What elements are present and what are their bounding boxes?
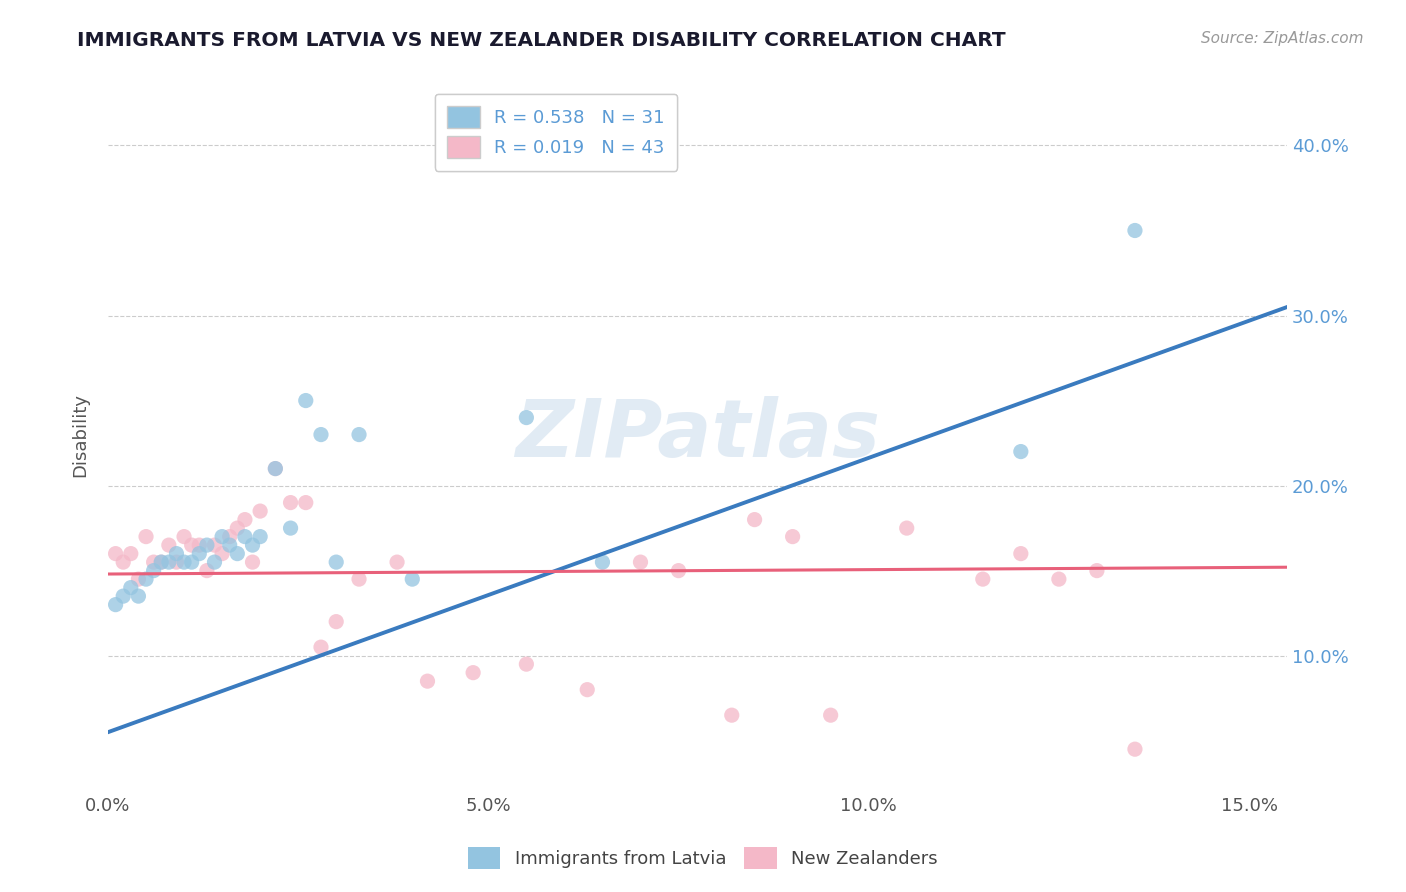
Point	[668, 564, 690, 578]
Point	[188, 547, 211, 561]
Point	[1123, 742, 1146, 756]
Point	[195, 564, 218, 578]
Point	[972, 572, 994, 586]
Point	[294, 393, 316, 408]
Point	[226, 547, 249, 561]
Point	[211, 530, 233, 544]
Point	[249, 530, 271, 544]
Point	[142, 555, 165, 569]
Point	[309, 640, 332, 655]
Point	[576, 682, 599, 697]
Point	[347, 572, 370, 586]
Point	[104, 598, 127, 612]
Point	[264, 461, 287, 475]
Point	[325, 555, 347, 569]
Point	[820, 708, 842, 723]
Point	[309, 427, 332, 442]
Point	[591, 555, 613, 569]
Point	[280, 495, 302, 509]
Point	[463, 665, 485, 680]
Point	[188, 538, 211, 552]
Point	[1085, 564, 1108, 578]
Point	[226, 521, 249, 535]
Point	[135, 572, 157, 586]
Point	[166, 547, 188, 561]
Point	[120, 547, 142, 561]
Point	[242, 555, 264, 569]
Point	[385, 555, 408, 569]
Point	[150, 555, 173, 569]
Point	[515, 657, 537, 672]
Point	[120, 581, 142, 595]
Point	[896, 521, 918, 535]
Point	[180, 555, 202, 569]
Point	[416, 674, 439, 689]
Point	[264, 461, 287, 475]
Point	[112, 555, 135, 569]
Point	[401, 572, 423, 586]
Point	[720, 708, 742, 723]
Point	[233, 513, 256, 527]
Point	[218, 530, 240, 544]
Point	[150, 555, 173, 569]
Point	[204, 538, 226, 552]
Point	[195, 538, 218, 552]
Text: ZIPatlas: ZIPatlas	[515, 395, 880, 474]
Point	[127, 589, 149, 603]
Point	[1010, 547, 1032, 561]
Point	[782, 530, 804, 544]
Point	[127, 572, 149, 586]
Y-axis label: Disability: Disability	[72, 392, 89, 476]
Point	[112, 589, 135, 603]
Point	[211, 547, 233, 561]
Point	[744, 513, 766, 527]
Point	[280, 521, 302, 535]
Point	[1123, 223, 1146, 237]
Point	[347, 427, 370, 442]
Point	[1010, 444, 1032, 458]
Text: IMMIGRANTS FROM LATVIA VS NEW ZEALANDER DISABILITY CORRELATION CHART: IMMIGRANTS FROM LATVIA VS NEW ZEALANDER …	[77, 31, 1005, 50]
Legend: Immigrants from Latvia, New Zealanders: Immigrants from Latvia, New Zealanders	[458, 838, 948, 879]
Point	[630, 555, 652, 569]
Point	[325, 615, 347, 629]
Point	[173, 530, 195, 544]
Point	[157, 555, 180, 569]
Point	[1047, 572, 1070, 586]
Point	[218, 538, 240, 552]
Point	[515, 410, 537, 425]
Text: Source: ZipAtlas.com: Source: ZipAtlas.com	[1201, 31, 1364, 46]
Point	[142, 564, 165, 578]
Point	[249, 504, 271, 518]
Point	[204, 555, 226, 569]
Point	[166, 555, 188, 569]
Point	[104, 547, 127, 561]
Legend: R = 0.538   N = 31, R = 0.019   N = 43: R = 0.538 N = 31, R = 0.019 N = 43	[434, 94, 678, 171]
Point	[173, 555, 195, 569]
Point	[135, 530, 157, 544]
Point	[294, 495, 316, 509]
Point	[180, 538, 202, 552]
Point	[233, 530, 256, 544]
Point	[157, 538, 180, 552]
Point	[242, 538, 264, 552]
